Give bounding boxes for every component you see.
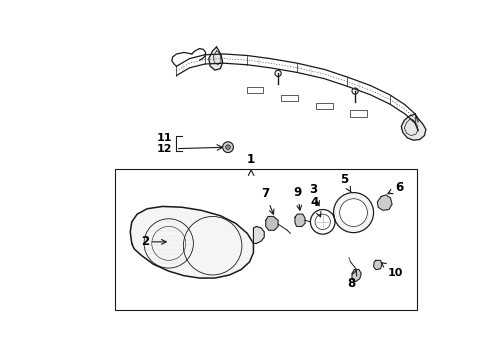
Text: 6: 6 (388, 181, 403, 194)
Text: 8: 8 (347, 271, 357, 289)
Circle shape (222, 142, 233, 153)
Bar (316, 103, 333, 109)
Text: 5: 5 (340, 173, 351, 192)
Text: 7: 7 (261, 187, 274, 214)
Polygon shape (295, 214, 305, 226)
Circle shape (226, 145, 230, 149)
Bar (281, 95, 298, 101)
Text: 10: 10 (381, 263, 403, 278)
Polygon shape (266, 216, 278, 230)
Polygon shape (401, 114, 426, 140)
Text: 3: 3 (309, 183, 319, 206)
Text: 12: 12 (157, 144, 172, 154)
Text: 11: 11 (157, 133, 172, 143)
Polygon shape (253, 226, 264, 243)
Text: 1: 1 (247, 153, 255, 166)
Polygon shape (377, 195, 392, 210)
Bar (246, 87, 264, 93)
Text: 2: 2 (142, 235, 166, 248)
Polygon shape (209, 47, 222, 70)
Bar (350, 111, 368, 117)
Bar (115, 169, 416, 310)
Text: 9: 9 (294, 186, 302, 210)
Polygon shape (373, 260, 382, 270)
Text: 4: 4 (311, 197, 321, 217)
Polygon shape (130, 206, 253, 278)
Polygon shape (352, 270, 361, 282)
